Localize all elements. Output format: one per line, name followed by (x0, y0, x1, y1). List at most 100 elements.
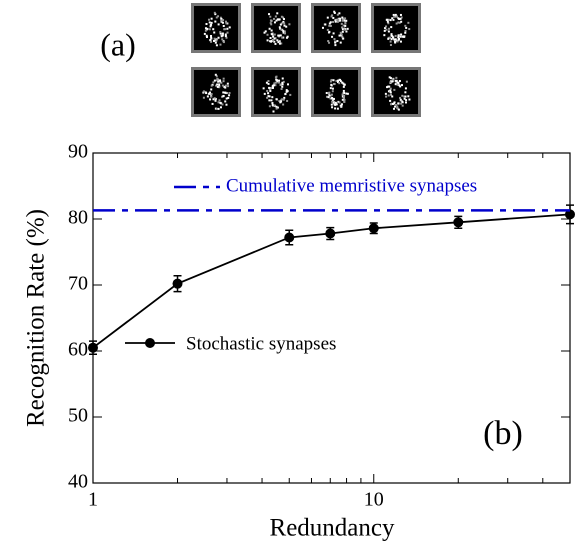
digit-pixel (340, 103, 343, 106)
digit-pixel (210, 40, 213, 43)
digit-pixel (271, 102, 274, 105)
digit-pixel (267, 95, 270, 98)
digit-pixel (341, 98, 344, 101)
digit-pixel (394, 79, 397, 82)
digit-pixel (218, 86, 221, 89)
legend-marker (145, 338, 155, 348)
digit-pixel (283, 96, 286, 99)
digit-pixel (384, 92, 387, 95)
digit-pixel (279, 23, 282, 26)
digit-pixel (281, 77, 284, 80)
digit-pixel (280, 98, 283, 101)
digit-pixel (275, 19, 278, 22)
digit-pixel (335, 19, 338, 22)
digit-pixel (338, 78, 341, 81)
digit-pixel (403, 95, 406, 98)
digit-pixel (285, 90, 288, 93)
digit-pixel (219, 16, 222, 19)
digit-pixel (262, 87, 265, 90)
digit-pixel (272, 110, 275, 113)
digit-pixel (270, 86, 273, 89)
digit-pixel (226, 31, 229, 34)
digit-pixel (387, 94, 390, 97)
digit-pixel (342, 82, 345, 85)
digit-pixel (340, 104, 343, 107)
digit-pixel (219, 43, 222, 46)
digit-pixel (274, 81, 277, 84)
digit-pixel (342, 37, 345, 40)
digit-pixel (283, 24, 286, 27)
digit-pixel (225, 22, 228, 25)
digit-pixel (227, 96, 230, 99)
digit-pixel (268, 95, 271, 98)
digit-pixel (205, 34, 208, 37)
digit-pixel (282, 30, 285, 33)
digit-pixel (283, 18, 286, 21)
digit-pixel (212, 28, 215, 31)
digit-pixel (339, 80, 342, 83)
digit-pixel (213, 37, 216, 40)
digit-pixel (222, 95, 225, 98)
plot-frame (92, 152, 571, 484)
digit-pixel (405, 26, 408, 29)
digit-pixel (210, 88, 213, 91)
digit-pixel (398, 21, 401, 24)
digit-pixel (333, 10, 336, 13)
digit-pixel (334, 41, 337, 44)
digit-pixel (398, 96, 401, 99)
digit-pixel (220, 18, 223, 21)
digit-pixel (276, 106, 279, 109)
data-point (368, 223, 379, 234)
digit-pixel (275, 75, 278, 78)
digit-pixel (390, 33, 393, 36)
digit-pixel (267, 80, 270, 83)
digit-pixel (328, 22, 331, 25)
digit-pixel (278, 42, 281, 45)
digit-pixel (396, 106, 399, 109)
digit-pixel (400, 102, 403, 105)
digit-pixel (279, 34, 282, 37)
digit-pixel (390, 26, 393, 29)
digit-pixel (221, 84, 224, 87)
digit-pixel (394, 83, 397, 86)
digit-pixel (335, 79, 338, 82)
digit-pixel (389, 89, 392, 92)
digit-pixel (281, 83, 284, 86)
digit-image (314, 70, 358, 114)
digit-pixel (214, 41, 217, 44)
digit-pixel (216, 38, 219, 41)
digit-pixel (342, 85, 345, 88)
digit-pixel (205, 23, 208, 26)
digit-pixel (386, 20, 389, 23)
digit-pixel (344, 17, 347, 20)
digit-pixel (338, 12, 341, 15)
digit-pixel (342, 95, 345, 98)
digit-pixel (391, 95, 394, 98)
digit-pixel (398, 84, 401, 87)
digit-pixel (344, 21, 347, 24)
digit-pixel (273, 104, 276, 107)
digit-pixel (214, 13, 217, 16)
digit-pixel (273, 21, 276, 24)
digit-pixel (216, 85, 219, 88)
y-tick-label: 50 (68, 405, 88, 427)
digit-pixel (321, 26, 324, 29)
digit-pixel (332, 32, 335, 35)
digit-pixel (342, 89, 345, 92)
digit-pixel (286, 83, 289, 86)
digit-pixel (208, 28, 211, 31)
digit-pixel (275, 107, 278, 110)
digit-pixel (218, 85, 221, 88)
digit-pixel (387, 37, 390, 40)
digit-pixel (334, 44, 337, 47)
digit-pixel (389, 91, 392, 94)
digit-pixel (214, 20, 217, 23)
digit-pixel (387, 27, 390, 30)
digit-pixel (266, 89, 269, 92)
digit-pixel (216, 83, 219, 86)
digit-pixel (269, 22, 272, 25)
digit-pixel (219, 32, 222, 35)
digit-pixel (336, 79, 339, 82)
digit-pixel (389, 80, 392, 83)
digit-pixel (404, 31, 407, 34)
